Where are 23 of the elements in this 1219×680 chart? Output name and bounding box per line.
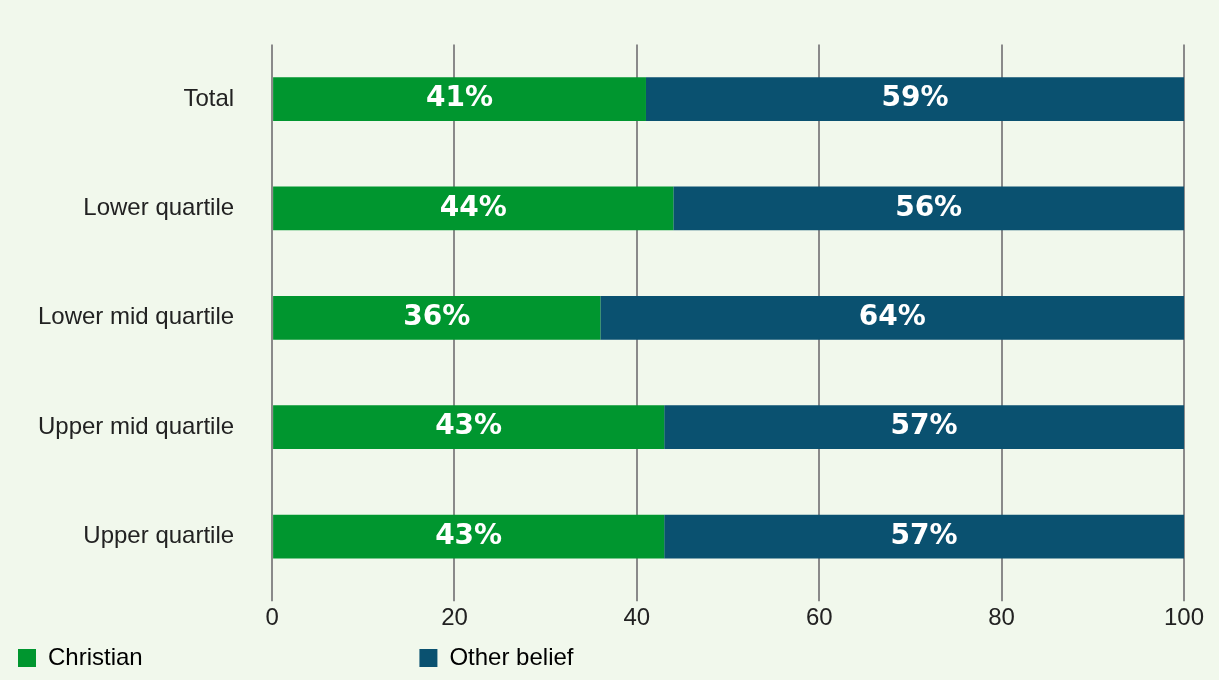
x-tick-label: 60 — [805, 603, 833, 631]
y-tick-label: Total — [183, 83, 235, 111]
data-label: 44% — [439, 189, 507, 223]
data-label: 36% — [403, 299, 471, 333]
data-label: 43% — [435, 517, 503, 551]
y-tick-label: Upper quartile — [83, 521, 235, 549]
y-tick-label: Lower mid quartile — [38, 302, 235, 330]
legend-label: Christian — [48, 642, 410, 670]
y-tick-label: Lower quartile — [83, 193, 235, 221]
data-label: 57% — [890, 517, 958, 551]
data-label: 41% — [426, 80, 494, 114]
data-label: 59% — [881, 80, 949, 114]
y-tick-label: Upper mid quartile — [38, 411, 235, 439]
data-label: 43% — [435, 408, 503, 442]
data-label: 64% — [858, 299, 926, 333]
data-label: 56% — [895, 189, 963, 223]
legend-label: Other belief — [449, 642, 841, 670]
x-tick-label: 40 — [623, 603, 651, 631]
x-tick-label: 20 — [441, 603, 468, 631]
data-label: 57% — [890, 408, 958, 442]
x-tick-label: 80 — [988, 603, 1015, 631]
x-tick-label: 0 — [265, 603, 279, 631]
x-tick-label: 100 — [1163, 603, 1205, 631]
